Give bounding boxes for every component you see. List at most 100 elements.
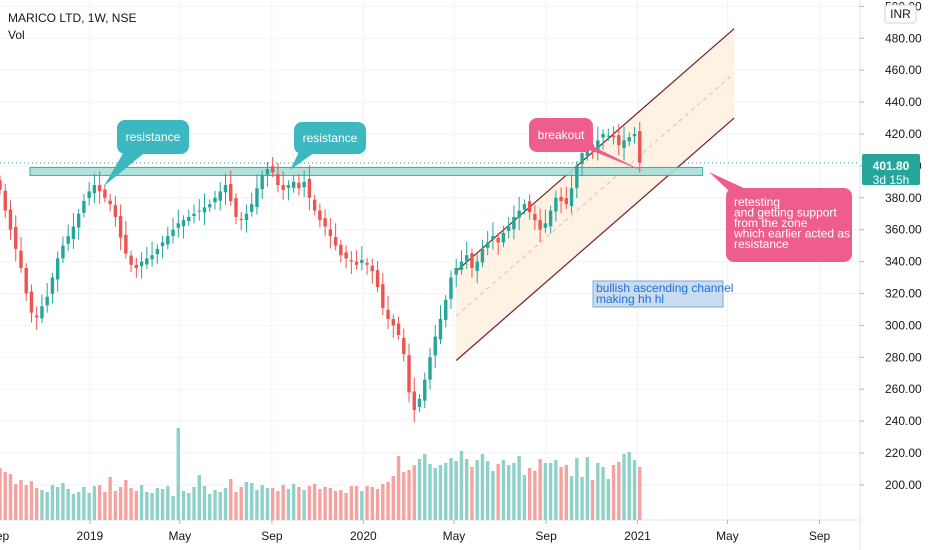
candle-body	[386, 309, 390, 320]
annotations: resistance resistance breakout retestingand…	[104, 118, 852, 308]
candle-body	[333, 237, 338, 246]
volume-bar	[286, 489, 291, 520]
candle	[24, 263, 28, 301]
price-tick-label: 460.00	[885, 63, 922, 77]
candle	[19, 237, 23, 273]
candle-body	[407, 355, 411, 393]
candle	[501, 225, 506, 248]
candle-body	[449, 277, 453, 299]
time-tick-label: Sep	[809, 529, 831, 543]
volume-bar	[97, 485, 102, 520]
candle-body	[213, 197, 217, 203]
volume-bar	[108, 477, 112, 520]
volume-bar	[632, 460, 637, 520]
candle	[155, 244, 160, 265]
candle	[3, 183, 7, 218]
candle	[223, 173, 228, 205]
volume-bar	[606, 479, 610, 520]
ascending-channel[interactable]	[455, 28, 735, 361]
volume-bar	[538, 459, 542, 520]
candle	[270, 156, 275, 178]
time-tick-label: May	[716, 529, 739, 543]
candle-body	[596, 140, 600, 151]
candle	[197, 199, 201, 221]
price-axis[interactable]: 200.00 220.00 240.00 260.00 280.00 300.00 320.…	[860, 0, 922, 492]
candle	[470, 248, 474, 278]
price-tick-label: 220.00	[885, 446, 922, 460]
volume-bar	[50, 485, 55, 520]
volume-bar	[202, 486, 207, 520]
volume-bar	[354, 486, 359, 520]
candle	[423, 372, 427, 409]
retest-callout-line: resistance	[734, 237, 789, 251]
volume-bar	[328, 488, 333, 520]
candle-body	[517, 210, 521, 218]
candle	[318, 203, 322, 228]
volume-bar	[55, 487, 60, 520]
candle-body	[160, 242, 165, 246]
candle-body	[181, 220, 186, 227]
candle	[569, 174, 574, 214]
channel-note-box	[592, 280, 724, 308]
last-price-tag	[862, 154, 920, 186]
candle-body	[234, 198, 238, 217]
candle-body	[192, 213, 196, 216]
volume-bar	[8, 474, 13, 520]
candle	[276, 162, 280, 193]
candle-body	[302, 181, 306, 188]
candle	[307, 165, 312, 211]
volume-bar	[433, 468, 437, 520]
volume-bar	[575, 458, 579, 520]
candle	[480, 239, 485, 268]
volume-bar	[260, 485, 264, 520]
time-tick-label: Sep	[261, 529, 283, 543]
candle	[113, 195, 118, 227]
candle-body	[465, 255, 469, 262]
candle-body	[564, 198, 569, 205]
candle	[265, 162, 270, 187]
time-axis[interactable]: Sep 2019 May Sep 2020 May Sep 2021 May Sep	[0, 520, 831, 543]
candle-body	[527, 201, 532, 213]
volume-bar	[449, 458, 453, 520]
candle-body	[412, 391, 416, 410]
candle	[349, 251, 354, 275]
candle	[291, 174, 296, 193]
volume-bar	[297, 487, 301, 520]
volume-bar	[423, 454, 427, 520]
candle	[548, 205, 553, 234]
volume-bar	[517, 456, 521, 520]
volume-bar	[176, 428, 180, 520]
price-tick-label: 300.00	[885, 318, 922, 332]
volume-bar	[444, 463, 448, 520]
time-tick-label: 2019	[77, 529, 104, 543]
currency-badge[interactable]	[884, 4, 917, 24]
volume-bar	[29, 481, 34, 520]
time-tick-label: 2020	[350, 529, 377, 543]
volume-bar	[187, 493, 191, 520]
volume-bar	[45, 492, 49, 520]
candle	[454, 258, 458, 288]
volume-bar	[370, 487, 375, 520]
volume-bar	[0, 468, 2, 520]
candle-body	[35, 315, 39, 318]
resistance-zone[interactable]	[29, 166, 704, 176]
candle	[611, 126, 616, 145]
volume-bar	[617, 462, 621, 520]
volume-bar	[139, 485, 144, 520]
candle	[522, 199, 527, 215]
volume-bar	[213, 490, 217, 520]
candle	[8, 200, 13, 240]
candle	[208, 199, 212, 213]
candle	[55, 251, 60, 292]
channel-note-line: bullish ascending channel	[596, 281, 733, 295]
volume-bar	[218, 492, 222, 520]
candle	[129, 250, 133, 273]
candle-body	[250, 204, 254, 212]
candle	[386, 296, 390, 329]
volume-bar	[512, 463, 516, 520]
volume-bar	[407, 470, 411, 520]
volume-bar	[192, 487, 196, 520]
candle-body	[8, 209, 13, 230]
candle-body	[370, 265, 375, 272]
